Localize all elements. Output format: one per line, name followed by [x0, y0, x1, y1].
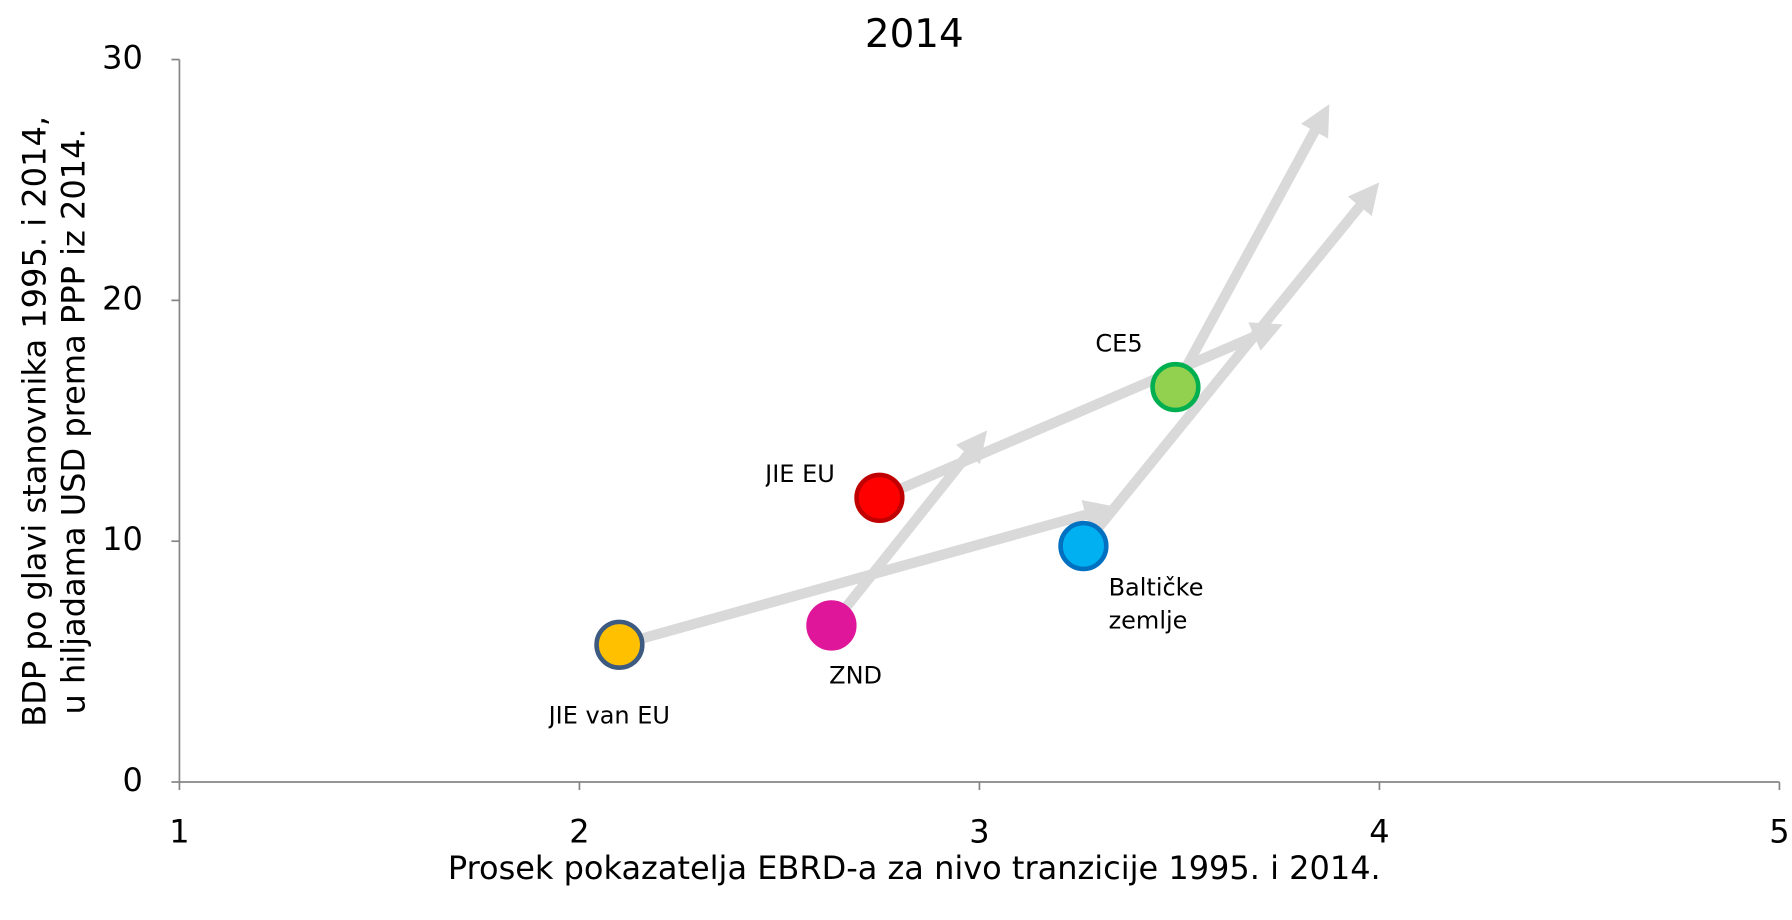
- x-tick-label: 5: [1769, 813, 1789, 851]
- y-axis-label: BDP po glavi stanovnika 1995. i 2014,: [16, 116, 54, 727]
- point-label-box: Baltičke zemlje: [1108, 573, 1204, 635]
- y-tick-label: 0: [123, 761, 143, 799]
- point: [1150, 361, 1201, 413]
- arrow: [874, 322, 1283, 504]
- arrow: [1170, 104, 1330, 393]
- point-label: ZND: [829, 662, 883, 690]
- x-tick-label: 4: [1369, 813, 1389, 851]
- point-label: CE5: [1095, 329, 1143, 358]
- point-label-box: ZND: [829, 662, 883, 690]
- x-tick-label: 3: [969, 813, 989, 851]
- chart-title: 2014: [865, 12, 964, 57]
- x-tick-label: 2: [569, 813, 589, 851]
- point: [1058, 520, 1109, 572]
- point-label-box: JIE van EU: [548, 702, 671, 730]
- point-label-box: CE5: [1095, 329, 1143, 358]
- y-tick-label: 20: [102, 279, 143, 317]
- arrow: [614, 499, 1116, 650]
- y-tick-label: 10: [102, 520, 143, 558]
- y-tick-label: 30: [102, 39, 143, 77]
- point-label: Baltičke zemlje: [1108, 573, 1204, 635]
- arrow: [1078, 182, 1380, 552]
- point-label: JIE EU: [765, 460, 835, 488]
- point: [806, 600, 857, 651]
- x-tick-label: 1: [169, 813, 189, 851]
- point-label-box: JIE EU: [765, 460, 835, 488]
- point-label: JIE van EU: [548, 702, 671, 730]
- point: [594, 619, 645, 670]
- point: [854, 472, 905, 524]
- y-axis-label: u hiljadama USD prema PPP iz 2014.: [54, 128, 92, 714]
- x-axis-label: Prosek pokazatelja EBRD-a za nivo tranzi…: [448, 849, 1381, 887]
